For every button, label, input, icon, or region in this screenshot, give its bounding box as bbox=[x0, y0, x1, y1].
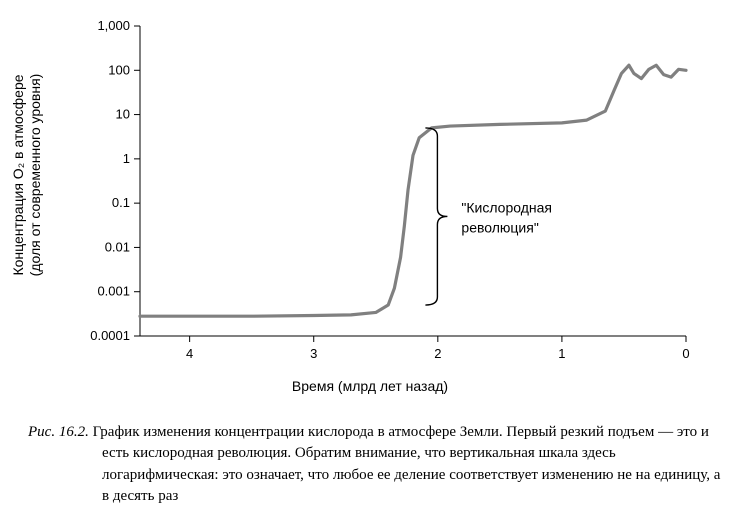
annotation-brace bbox=[425, 128, 447, 305]
figure-caption: Рис. 16.2. График изменения концентрации… bbox=[28, 422, 724, 507]
xtick-label: 4 bbox=[186, 346, 193, 361]
xtick-label: 3 bbox=[310, 346, 317, 361]
annotation-line1: "Кислородная bbox=[461, 199, 552, 215]
annotation-line2: революция" bbox=[461, 219, 538, 235]
ytick-label: 10 bbox=[116, 107, 130, 122]
caption-text: График изменения концентрации кислорода … bbox=[93, 424, 721, 504]
ytick-label: 0.01 bbox=[105, 239, 130, 254]
xtick-label: 1 bbox=[558, 346, 565, 361]
ytick-label: 1,000 bbox=[97, 18, 130, 33]
ytick-label: 1 bbox=[123, 151, 130, 166]
ytick-label: 0.001 bbox=[97, 284, 130, 299]
xtick-label: 0 bbox=[682, 346, 689, 361]
ytick-label: 0.1 bbox=[112, 195, 130, 210]
xaxis-title: Время (млрд лет назад) bbox=[40, 378, 700, 394]
ytick-label: 100 bbox=[108, 62, 130, 77]
figure-page: Концентрация O₂ в атмосфере (доля от сов… bbox=[0, 0, 752, 530]
yaxis-title-line1: Концентрация O₂ в атмосфере bbox=[10, 74, 26, 275]
ytick-label: 0.0001 bbox=[90, 328, 130, 343]
oxygen-series-line bbox=[140, 65, 686, 316]
figure-number: Рис. 16.2. bbox=[28, 424, 89, 440]
yaxis-title: Концентрация O₂ в атмосфере (доля от сов… bbox=[10, 40, 44, 310]
oxygen-chart: 0.00010.0010.010.11101001,000 43210 "Кис… bbox=[40, 18, 700, 378]
chart-container: 0.00010.0010.010.11101001,000 43210 "Кис… bbox=[40, 18, 700, 378]
xtick-label: 2 bbox=[434, 346, 441, 361]
